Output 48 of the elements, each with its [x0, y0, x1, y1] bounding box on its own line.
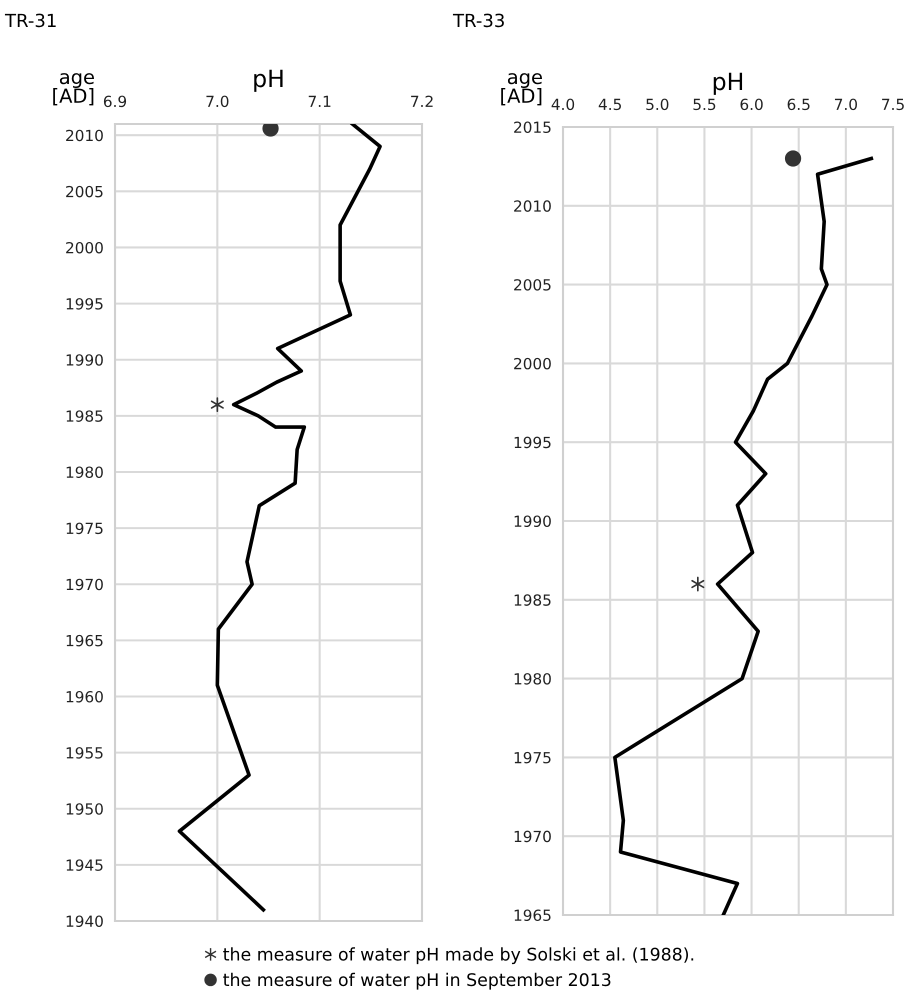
y-tick-label: 1995 [514, 436, 551, 448]
y-tick-label: 1965 [514, 909, 551, 922]
chart-title: TR-33 [452, 14, 504, 28]
x-tick-label: 4.0 [552, 98, 574, 110]
y-tick-label: 1975 [66, 522, 103, 534]
y-tick-label: 1960 [66, 690, 103, 703]
x-tick-label: 6.5 [788, 98, 810, 110]
y-tick-label: 1990 [66, 354, 103, 366]
x-tick-label: 6.9 [104, 96, 126, 108]
y-tick-label: 2015 [514, 121, 551, 134]
x-axis-title: pH [714, 72, 742, 95]
y-tick-label: 1965 [66, 634, 103, 646]
y-tick-label: 1950 [66, 803, 103, 815]
x-tick-label: 7.0 [834, 98, 857, 110]
x-tick-label: 5.5 [693, 98, 716, 110]
y-tick-label: 1940 [66, 915, 103, 928]
x-axis-title: pH [254, 70, 283, 92]
y-tick-label: 1980 [514, 673, 551, 685]
y-tick-label: 1980 [66, 466, 103, 478]
y-axis-title: age [AD] [53, 73, 94, 106]
legend-label: the measure of water pH in September 2013 [223, 972, 610, 990]
line-series [178, 124, 382, 912]
x-tick-label: 5.0 [646, 98, 668, 110]
x-tick-label: 7.5 [882, 98, 904, 110]
y-tick-label: 1975 [514, 752, 551, 764]
y-tick-label: 1955 [66, 747, 103, 759]
y-tick-label: 2010 [514, 200, 551, 212]
x-tick-label: 6.0 [740, 98, 763, 110]
y-tick-label: 1945 [66, 859, 103, 871]
y-tick-label: 1970 [514, 830, 551, 842]
x-tick-label: 7.2 [411, 96, 433, 107]
x-tick-label: 7.0 [206, 96, 228, 108]
y-tick-label: 2010 [66, 130, 103, 142]
line-series [613, 156, 874, 915]
y-tick-label: 1985 [66, 410, 103, 422]
x-tick-label: 7.1 [308, 96, 330, 107]
y-tick-label: 1985 [514, 594, 551, 606]
x-tick-label: 4.5 [598, 98, 621, 110]
y-tick-label: 2000 [66, 242, 103, 254]
chart-title: TR-31 [4, 14, 56, 28]
legend-label: the measure of water pH made by Solski et al. (1988). [223, 947, 694, 964]
y-tick-label: 1990 [514, 515, 551, 528]
y-tick-label: 2005 [514, 279, 551, 291]
y-tick-label: 1970 [66, 578, 103, 590]
y-axis-title: age [AD] [501, 73, 542, 106]
y-tick-label: 2000 [514, 358, 551, 370]
y-tick-label: 1995 [66, 298, 103, 310]
y-tick-label: 2005 [66, 186, 103, 198]
